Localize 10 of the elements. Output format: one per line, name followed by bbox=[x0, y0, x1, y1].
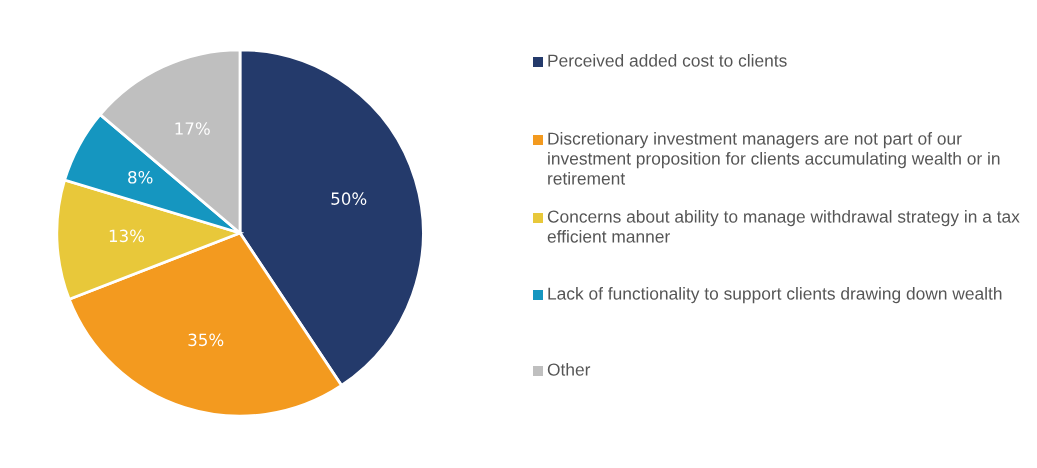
data-label: 8% bbox=[128, 170, 153, 184]
legend-label: Lack of functionality to support clients drawing down wealth bbox=[548, 287, 1002, 304]
legend-label: Perceived added cost to clients bbox=[548, 54, 787, 67]
data-label: 50% bbox=[331, 192, 367, 205]
legend-label: Concerns about ability to manage withdrawal strategy in a tax efficient manner bbox=[547, 210, 1020, 243]
data-label: 17% bbox=[175, 122, 210, 135]
data-label: 35% bbox=[188, 333, 224, 347]
data-label: 13% bbox=[109, 229, 145, 243]
legend-label: Discretionary investment managers are not part of our investment proposition for clients accumulating wealth or in retirement bbox=[548, 132, 1000, 185]
legend-label: Other bbox=[547, 363, 591, 376]
